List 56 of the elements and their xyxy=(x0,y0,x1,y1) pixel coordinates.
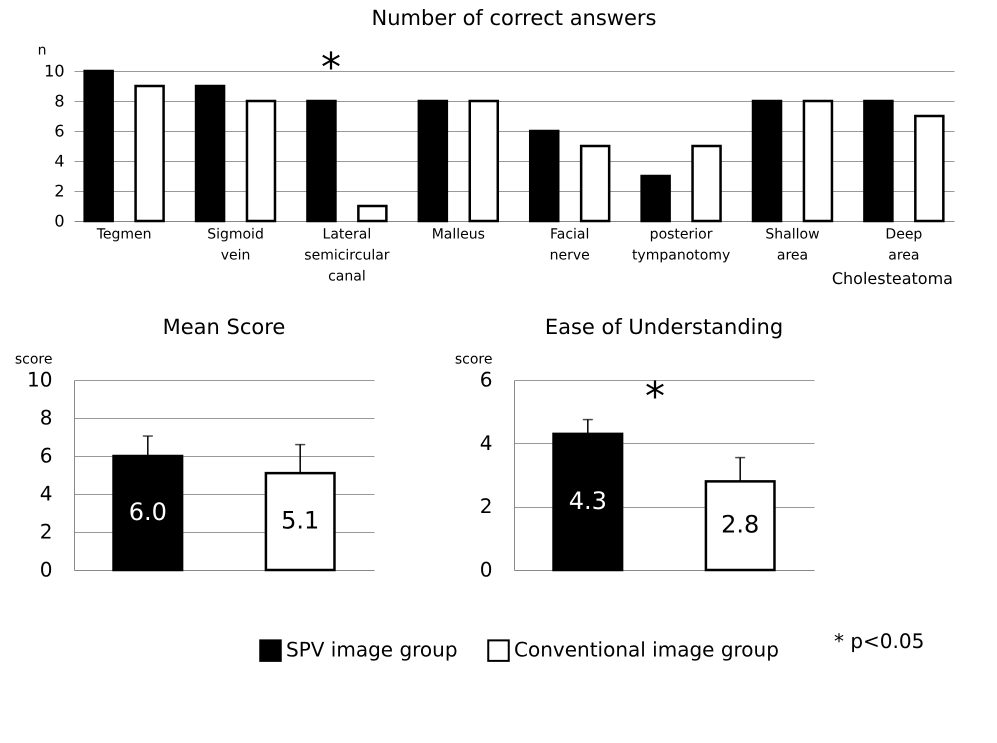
annotation: * xyxy=(320,45,341,91)
y-tick-label: 8 xyxy=(54,92,64,110)
x-tick-label: Deep area xyxy=(885,226,922,264)
y-tick-label: 0 xyxy=(54,212,64,230)
x-tick-label: Tegmen xyxy=(96,226,152,242)
y-axis-title: score xyxy=(454,352,492,368)
y-tick-label: 2 xyxy=(54,182,64,200)
y-tick-label: 6 xyxy=(480,368,492,392)
bar xyxy=(863,100,894,222)
y-tick-label: 4 xyxy=(40,482,52,506)
bar xyxy=(194,84,226,222)
y-tick-label: 8 xyxy=(40,406,52,430)
chart-title: Mean Score xyxy=(162,315,286,339)
y-tick-label: 0 xyxy=(480,558,492,582)
bar xyxy=(83,70,114,222)
bar xyxy=(580,144,610,222)
y-tick-label: 2 xyxy=(40,520,52,544)
bar xyxy=(802,100,834,222)
x-tick-label: posterior tympanotomy xyxy=(632,226,730,264)
y-tick-label: 6 xyxy=(54,122,64,140)
bar xyxy=(640,174,671,222)
y-axis-title: n xyxy=(38,42,46,58)
legend-label: Conventional image group xyxy=(514,638,779,662)
y-tick-label: 6 xyxy=(40,444,52,468)
x-tick-label: Malleus xyxy=(432,226,485,242)
x-tick-label: Shallow area xyxy=(765,226,820,264)
annotation: * xyxy=(645,374,665,420)
y-axis-title: score xyxy=(14,352,52,368)
bar xyxy=(528,130,560,222)
y-tick-label: 10 xyxy=(44,62,64,80)
y-tick-label: 10 xyxy=(27,368,52,392)
data-label: 2.8 xyxy=(721,510,760,539)
chart-title: Number of correct answers xyxy=(372,6,656,30)
bar xyxy=(691,144,722,222)
legend-label: SPV image group xyxy=(286,638,458,662)
bar xyxy=(246,100,276,222)
y-tick-label: 0 xyxy=(40,558,52,582)
bar xyxy=(306,100,337,222)
y-tick-label: 4 xyxy=(54,152,64,170)
text: Cholesteatoma xyxy=(832,269,953,288)
y-tick-label: 2 xyxy=(480,494,492,518)
bar xyxy=(752,100,782,222)
data-label: 5.1 xyxy=(281,506,320,535)
x-tick-label: Lateral semicircular canal xyxy=(304,226,390,284)
text: * p<0.05 xyxy=(834,629,924,653)
y-tick-label: 4 xyxy=(480,430,492,455)
chart-title: Ease of Understanding xyxy=(544,315,784,339)
bar xyxy=(134,84,165,222)
bar xyxy=(418,100,448,222)
bar xyxy=(357,204,388,222)
data-label: 4.3 xyxy=(568,486,607,515)
data-label: 6.0 xyxy=(128,498,167,526)
x-tick-label: Facial nerve xyxy=(550,226,590,264)
x-tick-label: Sigmoid vein xyxy=(207,226,264,264)
bar xyxy=(914,114,945,222)
bar xyxy=(468,100,500,222)
